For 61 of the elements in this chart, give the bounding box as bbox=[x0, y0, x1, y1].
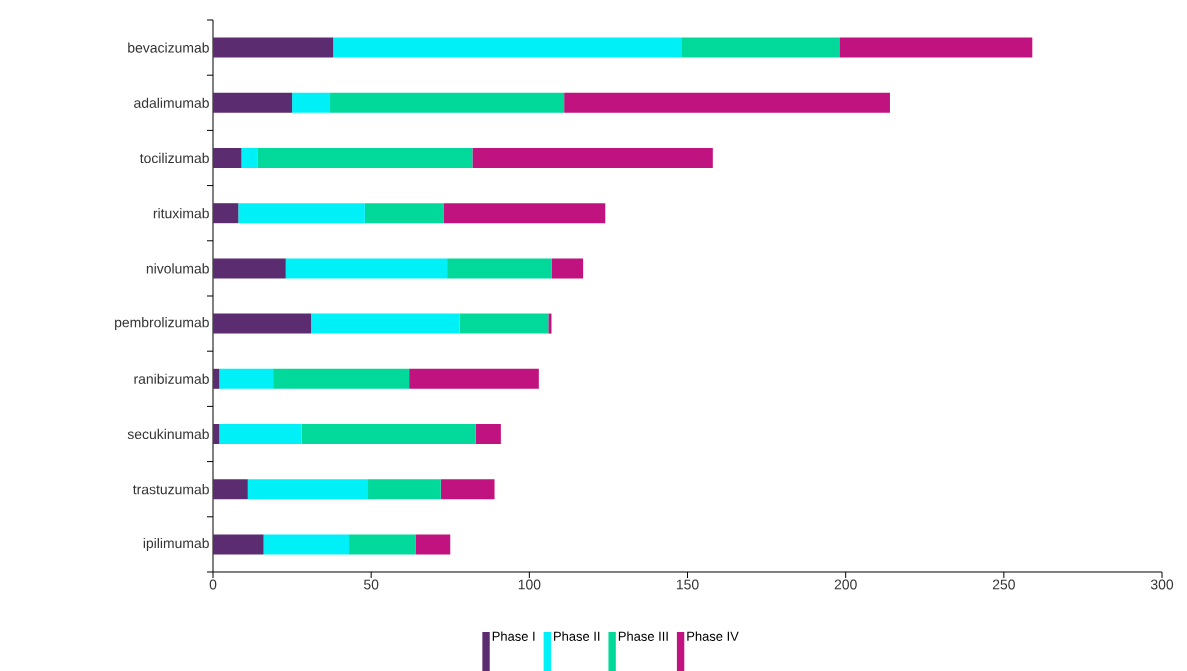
y-tick-label: trastuzumab bbox=[132, 484, 209, 495]
bar bbox=[213, 313, 312, 334]
bar bbox=[213, 258, 286, 279]
bar bbox=[213, 479, 248, 500]
y-tick-label: pembrolizumab bbox=[115, 317, 209, 331]
y-tick-label: ranibizumab bbox=[134, 373, 209, 384]
x-tick-label: 50 bbox=[363, 579, 379, 590]
bar bbox=[443, 203, 606, 224]
bar bbox=[349, 534, 416, 555]
bar bbox=[447, 258, 552, 279]
x-tick-label: 0 bbox=[209, 579, 217, 590]
bar bbox=[409, 368, 539, 389]
bar bbox=[333, 37, 682, 58]
bar bbox=[564, 92, 890, 113]
bar bbox=[273, 368, 410, 389]
bar bbox=[440, 479, 495, 500]
bar bbox=[681, 37, 840, 58]
bar bbox=[839, 37, 1033, 58]
bar bbox=[213, 92, 293, 113]
bar bbox=[292, 92, 331, 113]
text: Phase III bbox=[618, 631, 668, 641]
bar bbox=[213, 37, 334, 58]
bar bbox=[368, 479, 441, 500]
bar bbox=[301, 424, 476, 444]
bar bbox=[459, 313, 549, 334]
bar bbox=[213, 368, 220, 389]
x-tick-label: 150 bbox=[676, 579, 699, 590]
bar bbox=[285, 258, 448, 279]
y-tick-label: rituximab bbox=[153, 208, 209, 219]
bar bbox=[548, 313, 552, 334]
y-tick-label: ipilimumab bbox=[143, 537, 209, 551]
y-tick-label: bevacizumab bbox=[128, 42, 209, 53]
bar bbox=[213, 203, 239, 224]
bar bbox=[247, 479, 369, 500]
bar bbox=[219, 368, 274, 389]
bar bbox=[213, 147, 242, 168]
y-tick-label: nivolumab bbox=[146, 263, 209, 274]
bar bbox=[213, 534, 264, 555]
bar bbox=[475, 424, 501, 444]
y-tick-label: adalimumab bbox=[134, 97, 209, 108]
x-tick-label: 100 bbox=[518, 579, 541, 590]
bar bbox=[257, 147, 473, 168]
bar bbox=[330, 92, 565, 113]
bar bbox=[472, 147, 713, 168]
y-tick-label: tocilizumab bbox=[139, 152, 209, 164]
x-tick-label: 200 bbox=[834, 579, 857, 590]
bar bbox=[219, 424, 302, 444]
bar bbox=[213, 424, 220, 444]
bar bbox=[311, 313, 460, 334]
bar bbox=[238, 203, 365, 224]
x-tick-label: 300 bbox=[1150, 579, 1174, 590]
x-tick-label: 250 bbox=[992, 579, 1015, 590]
text: Phase I bbox=[492, 631, 535, 641]
bar bbox=[263, 534, 350, 555]
y-tick-label: secukinumab bbox=[127, 428, 209, 440]
bar bbox=[364, 203, 444, 224]
text: Phase IV bbox=[687, 631, 739, 641]
bar bbox=[415, 534, 451, 555]
bar bbox=[241, 147, 258, 168]
bar bbox=[551, 258, 584, 279]
text: Phase II bbox=[554, 631, 600, 641]
